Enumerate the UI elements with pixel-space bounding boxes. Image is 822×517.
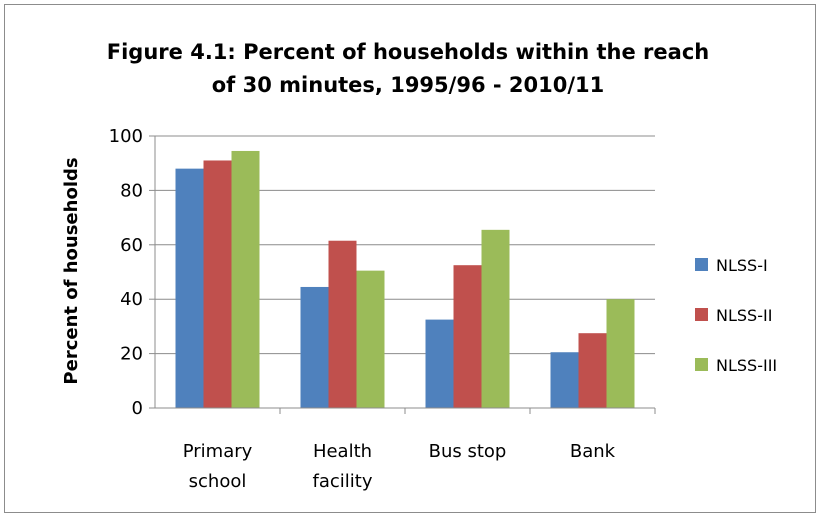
legend: NLSS-I NLSS-II NLSS-III bbox=[695, 256, 777, 375]
legend-label: NLSS-III bbox=[716, 356, 777, 375]
legend-label: NLSS-I bbox=[716, 256, 768, 275]
category-label: Primary bbox=[183, 441, 253, 462]
bar-nlss-i bbox=[425, 319, 454, 408]
legend-swatch bbox=[695, 308, 708, 321]
y-axis-ticks: 0 20 40 60 80 100 bbox=[109, 126, 155, 419]
chart-title-line-1: Figure 4.1: Percent of households within… bbox=[107, 40, 709, 64]
chart-title: Figure 4.1: Percent of households within… bbox=[107, 40, 709, 97]
legend-label: NLSS-II bbox=[716, 306, 772, 325]
category-label: Bus stop bbox=[429, 441, 507, 462]
legend-swatch bbox=[695, 258, 708, 271]
chart-frame bbox=[4, 4, 816, 513]
y-tick-label: 100 bbox=[109, 126, 143, 147]
category-label: facility bbox=[313, 471, 373, 492]
legend-swatch bbox=[695, 358, 708, 371]
bar-nlss-ii bbox=[453, 265, 482, 408]
y-tick-label: 0 bbox=[132, 398, 143, 419]
bar-nlss-iii bbox=[231, 150, 260, 408]
bar-nlss-iii bbox=[481, 229, 510, 408]
category-label: Health bbox=[313, 441, 372, 462]
bar-nlss-ii bbox=[578, 333, 607, 408]
category-label: school bbox=[189, 471, 247, 492]
y-axis-label: Percent of households bbox=[61, 157, 82, 384]
x-axis-categories: Primary school Health facility Bus stop Bank bbox=[183, 441, 616, 492]
bar-nlss-i bbox=[300, 286, 329, 408]
y-tick-label: 60 bbox=[120, 235, 143, 256]
bar-nlss-i bbox=[550, 352, 579, 408]
bar-nlss-i bbox=[175, 168, 204, 408]
category-label: Bank bbox=[570, 441, 616, 462]
y-tick-label: 40 bbox=[120, 289, 143, 310]
bar-nlss-iii bbox=[606, 299, 635, 408]
bar-nlss-ii bbox=[328, 240, 357, 408]
x-axis bbox=[154, 136, 656, 414]
chart-title-line-2: of 30 minutes, 1995/96 - 2010/11 bbox=[212, 73, 604, 97]
y-tick-label: 80 bbox=[120, 180, 143, 201]
bar-nlss-iii bbox=[356, 270, 385, 408]
y-tick-label: 20 bbox=[120, 344, 143, 365]
bar-nlss-ii bbox=[203, 160, 232, 408]
bars bbox=[175, 150, 635, 408]
